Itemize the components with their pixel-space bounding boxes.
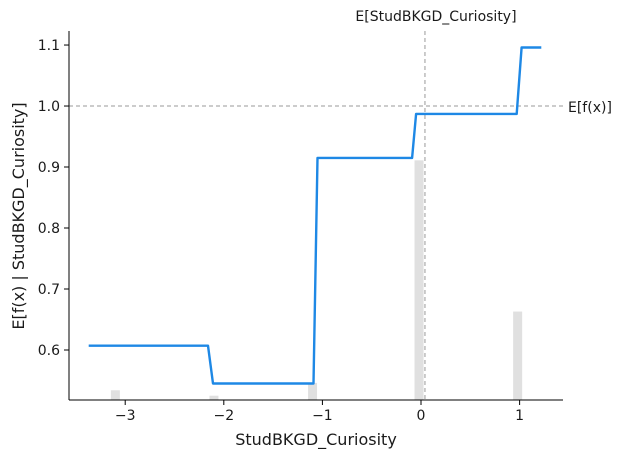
histogram-bar bbox=[209, 395, 219, 400]
histogram-layer bbox=[110, 160, 523, 400]
x-axis-label: StudBKGD_Curiosity bbox=[235, 430, 397, 450]
histogram-bar bbox=[110, 390, 120, 400]
histogram-bar bbox=[414, 160, 424, 400]
y-tick-label: 0.8 bbox=[38, 221, 60, 237]
x-tick-label: 0 bbox=[417, 408, 426, 424]
axes: −3 −2 −1 0 1 0.6 0.7 0.8 0.9 1.0 1.1 bbox=[38, 31, 563, 424]
reference-lines bbox=[69, 31, 563, 400]
histogram-bar bbox=[308, 382, 318, 400]
y-tick-label: 0.9 bbox=[38, 160, 60, 176]
y-tick-label: 1.1 bbox=[38, 38, 60, 54]
histogram-bar bbox=[513, 311, 523, 400]
vline-label: E[StudBKGD_Curiosity] bbox=[355, 9, 516, 25]
y-tick-label: 0.7 bbox=[38, 282, 60, 298]
hline-label: E[f(x)] bbox=[568, 100, 612, 116]
x-tick-label: −1 bbox=[312, 408, 333, 424]
series-layer bbox=[88, 46, 542, 385]
axis-labels: StudBKGD_Curiosity E[f(x) | StudBKGD_Cur… bbox=[9, 9, 612, 450]
series-line bbox=[88, 46, 542, 385]
y-tick-label: 1.0 bbox=[38, 99, 60, 115]
x-tick-label: −2 bbox=[213, 408, 234, 424]
y-axis-label: E[f(x) | StudBKGD_Curiosity] bbox=[9, 102, 29, 329]
y-tick-label: 0.6 bbox=[38, 343, 60, 359]
x-tick-label: 1 bbox=[515, 408, 524, 424]
x-tick-label: −3 bbox=[115, 408, 136, 424]
